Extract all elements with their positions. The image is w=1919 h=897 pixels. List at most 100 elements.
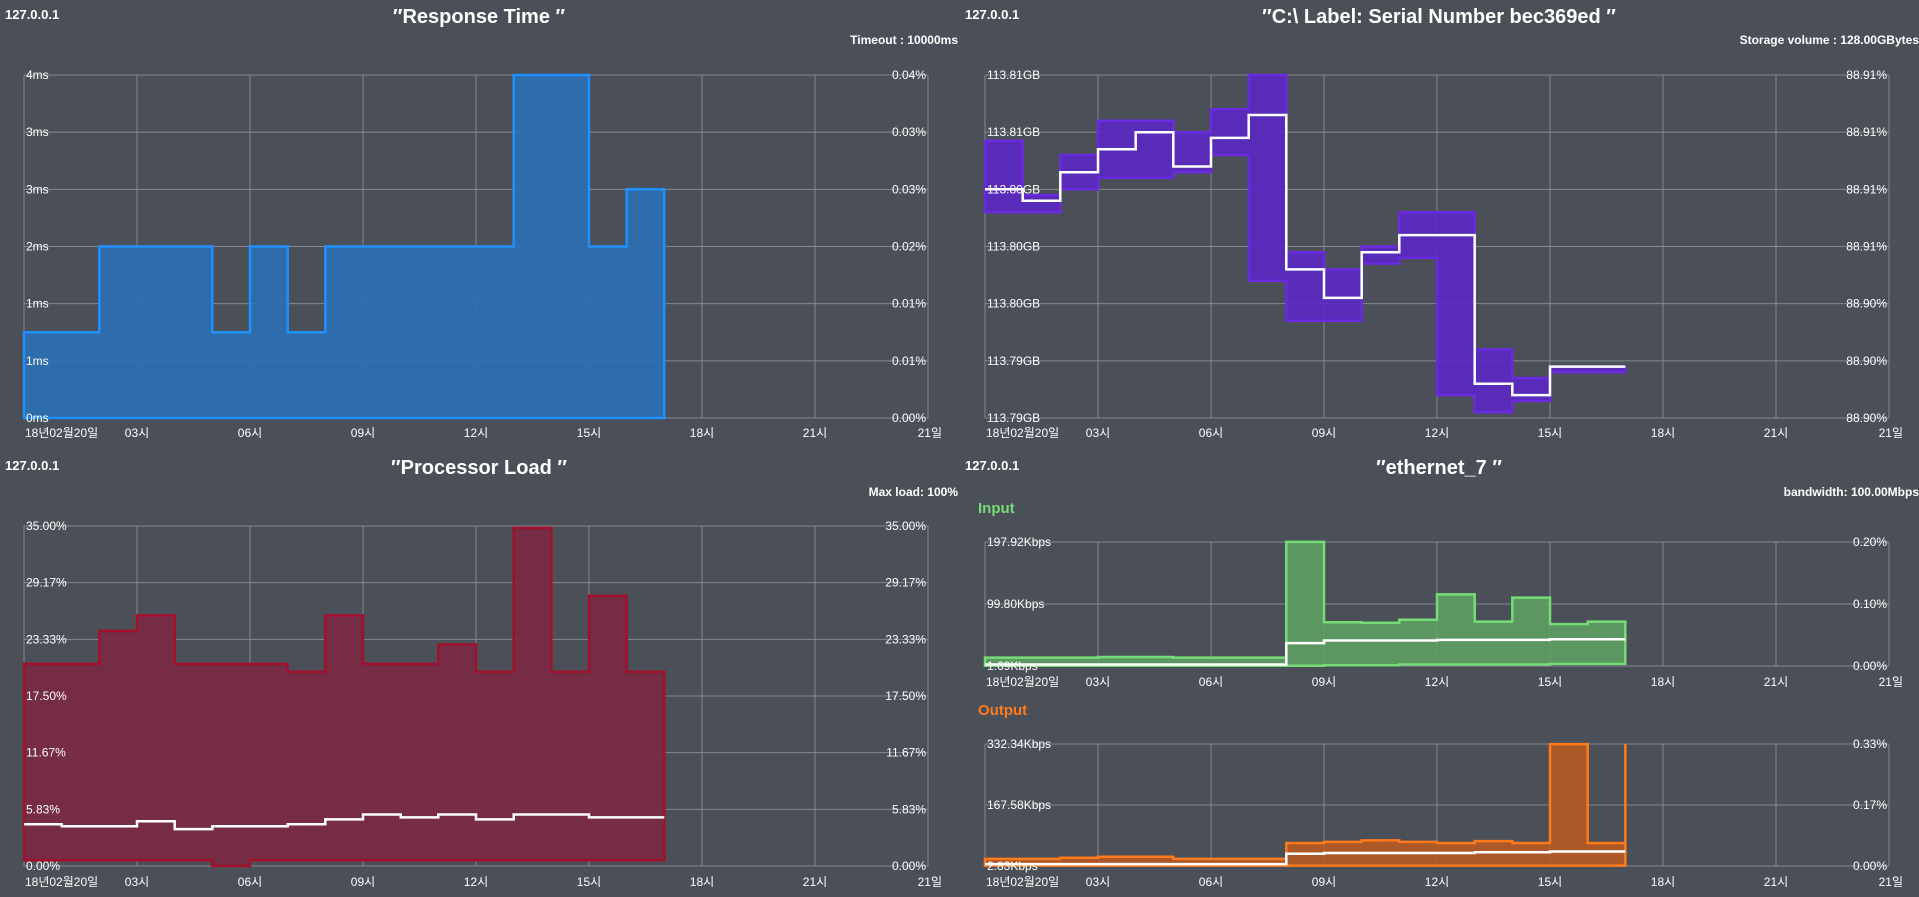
x-tick-label: 12시	[1425, 875, 1449, 889]
y-tick-label: 113.81GB	[987, 125, 1040, 139]
x-tick-label: 12시	[1425, 426, 1449, 440]
y2-tick-label: 0.04%	[892, 68, 926, 82]
panel-network: 127.0.0.1 ″ethernet_7 ″ bandwidth: 100.0…	[965, 457, 1919, 889]
y2-tick-label: 0.10%	[1853, 597, 1887, 611]
x-tick-label: 18년02월20일	[986, 875, 1059, 889]
y-tick-label: 23.33%	[26, 632, 67, 646]
y-tick-label: 2ms	[26, 240, 49, 254]
y2-tick-label: 11.67%	[886, 746, 926, 760]
x-tick-label: 06시	[1199, 675, 1223, 689]
y2-tick-label: 23.33%	[885, 632, 926, 646]
panel-info: Timeout : 10000ms	[850, 33, 958, 47]
x-tick-label: 12시	[1425, 675, 1449, 689]
y-tick-label: 99.80Kbps	[987, 597, 1044, 611]
y2-tick-label: 0.17%	[1853, 798, 1887, 812]
panel-title: ″ethernet_7 ″	[1376, 457, 1502, 479]
y2-tick-label: 0.00%	[892, 411, 926, 425]
x-tick-label: 09시	[1312, 875, 1336, 889]
x-tick-label: 12시	[464, 875, 488, 889]
x-tick-label: 21일	[918, 875, 942, 889]
y-tick-label: 113.80GB	[987, 240, 1040, 254]
y-tick-label: 1.69Kbps	[987, 659, 1038, 673]
y2-tick-label: 0.00%	[1853, 659, 1887, 673]
panel-processor-load: 127.0.0.1 ″Processor Load ″ Max load: 10…	[5, 457, 958, 889]
y2-tick-label: 88.90%	[1846, 354, 1887, 368]
y2-tick-label: 0.33%	[1853, 737, 1887, 751]
x-tick-label: 03시	[125, 426, 149, 440]
panel-title: ″C:\ Label: Serial Number bec369ed ″	[1262, 6, 1616, 28]
input-label: Input	[978, 500, 1015, 517]
y-tick-label: 0.00%	[26, 859, 60, 873]
series-average-line	[985, 638, 1626, 666]
x-tick-label: 18시	[690, 875, 714, 889]
y2-tick-label: 35.00%	[885, 519, 926, 533]
y-tick-label: 113.80GB	[987, 182, 1040, 196]
x-tick-label: 06시	[238, 875, 262, 889]
network-input-chart: 1.69Kbps 0.00% 99.80Kbps 0.10% 197.92Kbps 0.2…	[983, 535, 1903, 689]
response-time-chart: 0ms 0.00% 1ms 0.01% 1ms 0.01% 2ms 0.02% 3ms 0.03%…	[22, 68, 942, 440]
x-tick-label: 12시	[464, 426, 488, 440]
y-tick-label: 113.81GB	[987, 68, 1040, 82]
y2-tick-label: 17.50%	[885, 689, 926, 703]
x-tick-label: 18시	[1651, 426, 1675, 440]
x-tick-label: 15시	[577, 875, 601, 889]
x-tick-label: 09시	[1312, 675, 1336, 689]
series-range-area	[22, 73, 666, 420]
y2-tick-label: 0.00%	[892, 859, 926, 873]
x-tick-label: 21일	[1879, 675, 1903, 689]
y-tick-label: 3ms	[26, 125, 49, 139]
y-tick-label: 29.17%	[26, 576, 67, 590]
series-range-area	[983, 73, 1627, 414]
y-tick-label: 167.58Kbps	[987, 798, 1051, 812]
x-tick-label: 15시	[1538, 875, 1562, 889]
y2-tick-label: 0.01%	[892, 297, 926, 311]
series-range-area	[983, 742, 1627, 867]
host-label: 127.0.0.1	[965, 458, 1019, 473]
x-tick-label: 18시	[1651, 875, 1675, 889]
y-tick-label: 113.79GB	[987, 354, 1040, 368]
x-tick-label: 18시	[690, 426, 714, 440]
y-tick-label: 2.83Kbps	[987, 859, 1038, 873]
x-tick-label: 06시	[1199, 426, 1223, 440]
y-tick-label: 17.50%	[26, 689, 67, 703]
y2-tick-label: 0.02%	[892, 240, 926, 254]
y2-tick-label: 88.91%	[1846, 182, 1887, 196]
y-tick-label: 1ms	[26, 297, 49, 311]
x-tick-label: 21시	[1764, 875, 1788, 889]
x-tick-label: 03시	[125, 875, 149, 889]
x-tick-label: 15시	[1538, 675, 1562, 689]
y2-tick-label: 0.03%	[892, 182, 926, 196]
host-label: 127.0.0.1	[5, 458, 59, 473]
y2-tick-label: 88.90%	[1846, 411, 1887, 425]
panel-info: Storage volume : 128.00GBytes	[1740, 33, 1919, 47]
y2-tick-label: 0.03%	[892, 125, 926, 139]
panel-response-time: 127.0.0.1 ″Response Time ″ Timeout : 100…	[5, 6, 958, 440]
x-tick-label: 18년02월20일	[986, 426, 1059, 440]
y-tick-label: 3ms	[26, 182, 49, 196]
panel-title: ″Response Time ″	[393, 6, 566, 28]
x-tick-label: 06시	[1199, 875, 1223, 889]
processor-load-chart: 0.00% 0.00% 5.83% 5.83% 11.67% 11.67% 17.50% 17…	[22, 519, 942, 889]
y-tick-label: 5.83%	[26, 802, 60, 816]
x-tick-label: 21시	[803, 875, 827, 889]
y2-tick-label: 88.91%	[1846, 125, 1887, 139]
y-tick-label: 11.67%	[26, 746, 66, 760]
x-tick-label: 18년02월20일	[25, 426, 98, 440]
x-tick-label: 21일	[918, 426, 942, 440]
y-tick-label: 0ms	[26, 411, 49, 425]
x-tick-label: 21시	[803, 426, 827, 440]
y2-tick-label: 0.00%	[1853, 859, 1887, 873]
x-tick-label: 03시	[1086, 875, 1110, 889]
panel-info: bandwidth: 100.00Mbps	[1784, 485, 1919, 499]
y2-tick-label: 0.20%	[1853, 535, 1887, 549]
x-tick-label: 09시	[351, 426, 375, 440]
x-tick-label: 21일	[1879, 426, 1903, 440]
x-tick-label: 21시	[1764, 675, 1788, 689]
y2-tick-label: 29.17%	[885, 576, 926, 590]
x-tick-label: 18년02월20일	[25, 875, 98, 889]
series-average-line	[985, 850, 1626, 866]
x-tick-label: 18년02월20일	[986, 675, 1059, 689]
network-output-chart: 2.83Kbps 0.00% 167.58Kbps 0.17% 332.34Kbps 0.…	[983, 737, 1903, 889]
panel-disk: 127.0.0.1 ″C:\ Label: Serial Number bec3…	[965, 6, 1919, 440]
